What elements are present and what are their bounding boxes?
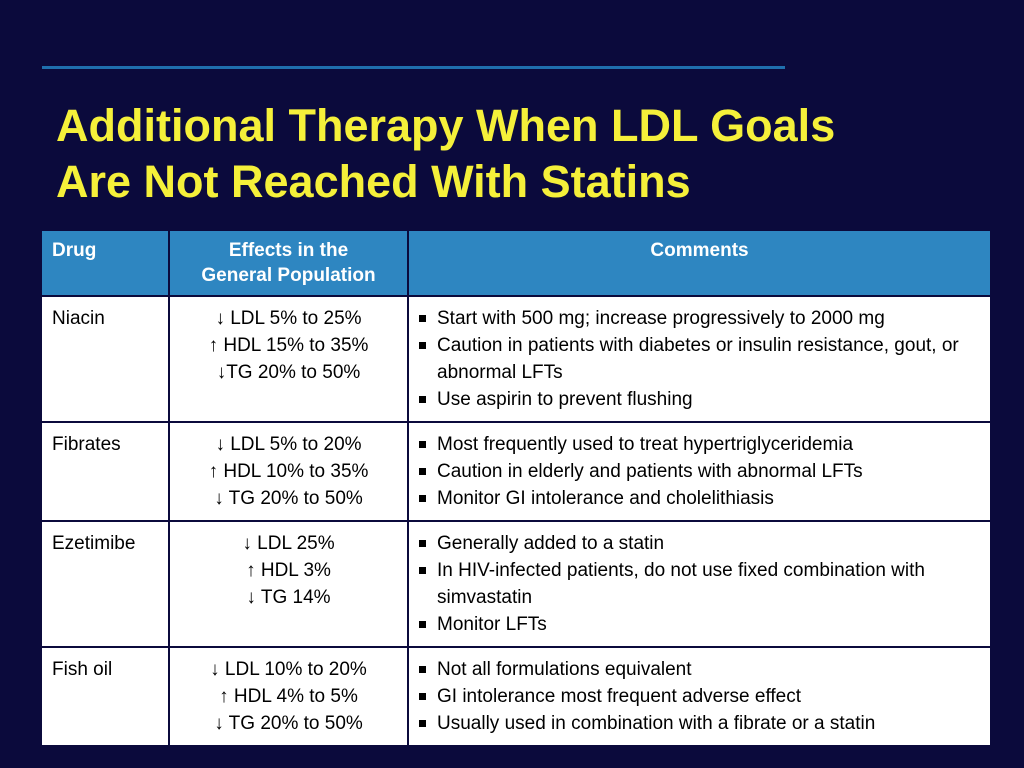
comment-item: GI intolerance most frequent adverse eff… xyxy=(419,683,980,710)
effect-line: ↓ TG 20% to 50% xyxy=(214,713,363,734)
comment-item: Caution in elderly and patients with abn… xyxy=(419,458,980,485)
slide-title-line-1: Additional Therapy When LDL Goals xyxy=(56,100,836,151)
effect-line: ↓ TG 14% xyxy=(246,587,331,608)
table-row: Fish oil ↓ LDL 10% to 20% ↑ HDL 4% to 5% ↓ … xyxy=(40,646,992,747)
square-bullet-icon xyxy=(419,441,426,448)
comments-cell: Not all formulations equivalent GI intole… xyxy=(407,646,992,747)
square-bullet-icon xyxy=(419,720,426,727)
comment-text: Not all formulations equivalent xyxy=(437,659,692,680)
comment-text: Start with 500 mg; increase progressivel… xyxy=(437,308,885,329)
effects-cell: ↓ LDL 5% to 20% ↑ HDL 10% to 35% ↓ TG 20% … xyxy=(168,421,409,522)
comment-text: Monitor LFTs xyxy=(437,614,547,635)
comment-item: In HIV-infected patients, do not use fix… xyxy=(419,557,980,611)
comments-cell: Generally added to a statin In HIV-infect… xyxy=(407,520,992,648)
comments-list: Generally added to a statin In HIV-infect… xyxy=(419,530,980,638)
header-effects-line-1: Effects in the xyxy=(228,240,349,261)
effect-line: ↑ HDL 15% to 35% xyxy=(208,335,369,356)
comment-item: Not all formulations equivalent xyxy=(419,656,980,683)
drug-name-cell: Fish oil xyxy=(40,646,170,747)
square-bullet-icon xyxy=(419,693,426,700)
title-divider xyxy=(42,66,785,69)
comment-text: GI intolerance most frequent adverse eff… xyxy=(437,686,802,707)
drug-name-cell: Ezetimibe xyxy=(40,520,170,648)
effect-line: ↓ LDL 5% to 20% xyxy=(215,434,362,455)
table-row: Fibrates ↓ LDL 5% to 20% ↑ HDL 10% to 35% ↓… xyxy=(40,421,992,522)
comment-text: Generally added to a statin xyxy=(437,533,665,554)
effect-line: ↓ LDL 25% xyxy=(242,533,335,554)
effect-line: ↓ LDL 5% to 25% xyxy=(215,308,362,329)
comment-item: Start with 500 mg; increase progressivel… xyxy=(419,305,980,332)
comment-item: Most frequently used to treat hypertrigl… xyxy=(419,431,980,458)
square-bullet-icon xyxy=(419,315,426,322)
comment-text: Monitor GI intolerance and cholelithiasi… xyxy=(437,488,774,509)
table-row: Niacin ↓ LDL 5% to 25% ↑ HDL 15% to 35% ↓TG… xyxy=(40,295,992,423)
square-bullet-icon xyxy=(419,540,426,547)
effects-cell: ↓ LDL 5% to 25% ↑ HDL 15% to 35% ↓TG 20% t… xyxy=(168,295,409,423)
slide-title: Additional Therapy When LDL Goals Are No… xyxy=(56,98,996,210)
comment-text: Use aspirin to prevent flushing xyxy=(437,389,693,410)
table-header-row: Drug Effects in the General Population C… xyxy=(40,229,992,297)
comments-list: Most frequently used to treat hypertrigl… xyxy=(419,431,980,512)
comments-list: Start with 500 mg; increase progressivel… xyxy=(419,305,980,413)
square-bullet-icon xyxy=(419,621,426,628)
comment-item: Caution in patients with diabetes or ins… xyxy=(419,332,980,386)
effects-cell: ↓ LDL 25% ↑ HDL 3% ↓ TG 14% xyxy=(168,520,409,648)
comment-item: Use aspirin to prevent flushing xyxy=(419,386,980,413)
square-bullet-icon xyxy=(419,468,426,475)
effect-line: ↓ TG 20% to 50% xyxy=(214,488,363,509)
comments-cell: Most frequently used to treat hypertrigl… xyxy=(407,421,992,522)
effect-line: ↑ HDL 4% to 5% xyxy=(219,686,358,707)
comment-text: In HIV-infected patients, do not use fix… xyxy=(437,560,925,608)
effects-cell: ↓ LDL 10% to 20% ↑ HDL 4% to 5% ↓ TG 20% t… xyxy=(168,646,409,747)
therapy-table: Drug Effects in the General Population C… xyxy=(40,229,992,747)
header-effects: Effects in the General Population xyxy=(168,229,409,297)
comment-item: Generally added to a statin xyxy=(419,530,980,557)
table-body: Niacin ↓ LDL 5% to 25% ↑ HDL 15% to 35% ↓TG… xyxy=(40,295,992,747)
effect-line: ↑ HDL 10% to 35% xyxy=(208,461,369,482)
square-bullet-icon xyxy=(419,567,426,574)
effect-line: ↓ LDL 10% to 20% xyxy=(210,659,367,680)
header-drug: Drug xyxy=(40,229,170,297)
slide-title-line-2: Are Not Reached With Statins xyxy=(56,156,691,207)
comment-text: Caution in patients with diabetes or ins… xyxy=(437,335,959,383)
effect-line: ↑ HDL 3% xyxy=(246,560,331,581)
comment-item: Usually used in combination with a fibra… xyxy=(419,710,980,737)
square-bullet-icon xyxy=(419,396,426,403)
header-comments: Comments xyxy=(407,229,992,297)
square-bullet-icon xyxy=(419,495,426,502)
header-effects-line-2: General Population xyxy=(201,265,376,286)
comments-list: Not all formulations equivalent GI intole… xyxy=(419,656,980,737)
square-bullet-icon xyxy=(419,342,426,349)
comment-text: Usually used in combination with a fibra… xyxy=(437,713,876,734)
comment-item: Monitor LFTs xyxy=(419,611,980,638)
square-bullet-icon xyxy=(419,666,426,673)
comment-text: Most frequently used to treat hypertrigl… xyxy=(437,434,854,455)
drug-name-cell: Niacin xyxy=(40,295,170,423)
effect-line: ↓TG 20% to 50% xyxy=(216,362,361,383)
drug-name-cell: Fibrates xyxy=(40,421,170,522)
table-row: Ezetimibe ↓ LDL 25% ↑ HDL 3% ↓ TG 14% Genera… xyxy=(40,520,992,648)
comments-cell: Start with 500 mg; increase progressivel… xyxy=(407,295,992,423)
comment-item: Monitor GI intolerance and cholelithiasi… xyxy=(419,485,980,512)
comment-text: Caution in elderly and patients with abn… xyxy=(437,461,863,482)
